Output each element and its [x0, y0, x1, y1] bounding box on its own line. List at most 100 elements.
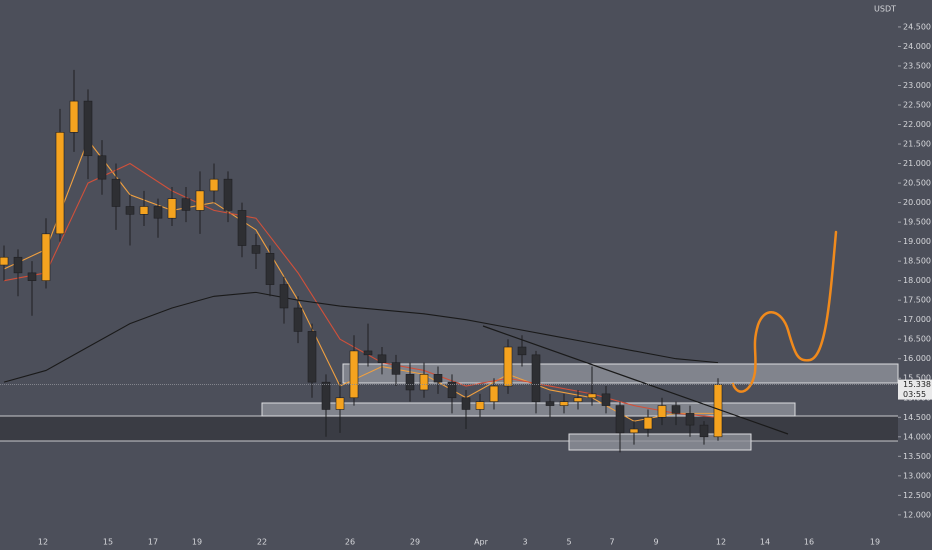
y-tick-label: 18.000 — [903, 276, 931, 285]
y-tick-label: 21.500 — [903, 140, 931, 149]
candle-body — [657, 405, 667, 418]
candle-body — [503, 346, 513, 387]
y-tick-label: 19.000 — [903, 237, 931, 246]
zone — [342, 363, 899, 384]
x-tick-label: 3 — [522, 538, 527, 547]
candle-body — [587, 393, 597, 399]
candle-body — [629, 428, 639, 434]
candle-body — [223, 178, 233, 211]
candle-body — [27, 272, 37, 281]
moving-average — [3, 139, 718, 422]
candle-body — [111, 178, 121, 207]
x-tick-label: 5 — [566, 538, 571, 547]
x-tick-label: Apr — [474, 538, 489, 547]
candle-body — [419, 374, 429, 391]
candle-body — [489, 385, 499, 402]
candle-body — [167, 198, 177, 219]
candle-body — [41, 233, 51, 281]
dark-zone — [0, 416, 898, 441]
last-price-label: 15.338 — [903, 380, 931, 389]
candle-body — [531, 354, 541, 402]
moving-average — [3, 162, 719, 418]
candle-body — [265, 253, 275, 285]
candle-body — [97, 155, 107, 180]
candle-body — [209, 178, 219, 192]
candle-body — [517, 346, 527, 356]
candle-body — [69, 100, 79, 133]
candle-body — [671, 405, 681, 414]
candle-body — [699, 424, 709, 438]
moving-average — [3, 291, 719, 383]
candle-body — [573, 397, 583, 402]
x-tick-label: 26 — [345, 538, 355, 547]
y-tick-label: 16.500 — [903, 335, 931, 344]
candle-body — [433, 374, 443, 383]
y-tick-label: 14.500 — [903, 413, 931, 422]
last-price-box — [898, 379, 932, 400]
candle-body — [363, 350, 373, 356]
y-tick-label: 21.000 — [903, 159, 931, 168]
y-tick-label: 23.000 — [903, 81, 931, 90]
y-tick-label: 23.500 — [903, 61, 931, 70]
x-tick-label: 12 — [716, 538, 726, 547]
candle-body — [321, 381, 331, 410]
x-tick-label: 17 — [148, 538, 158, 547]
candle-body — [377, 354, 387, 363]
candle-body — [153, 206, 163, 219]
countdown: 03:55 — [903, 390, 926, 399]
x-tick-label: 19 — [870, 538, 880, 547]
candle-body — [335, 397, 345, 410]
candle-body — [195, 190, 205, 211]
y-tick-label: 20.000 — [903, 198, 931, 207]
y-tick-label: 24.500 — [903, 22, 931, 31]
candle-body — [349, 350, 359, 399]
x-tick-label: 29 — [410, 538, 420, 547]
candle-body — [125, 206, 135, 215]
candle-body — [13, 256, 23, 274]
candle-body — [545, 401, 555, 406]
candle-body — [475, 401, 485, 410]
x-tick-label: 19 — [192, 538, 202, 547]
y-tick-label: 12.500 — [903, 491, 931, 500]
candle-body — [0, 256, 9, 266]
candle-body — [237, 210, 247, 246]
y-tick-label: 18.500 — [903, 257, 931, 266]
candle-body — [391, 362, 401, 375]
y-tick-label: 13.000 — [903, 471, 931, 480]
candle-body — [139, 206, 149, 215]
y-tick-label: 13.500 — [903, 452, 931, 461]
candle-body — [559, 401, 569, 406]
candle-body — [615, 405, 625, 434]
candle-body — [405, 374, 415, 391]
y-tick-label: 24.000 — [903, 42, 931, 51]
zone — [568, 433, 752, 451]
drawn-path — [731, 230, 838, 393]
x-tick-label: 7 — [609, 538, 614, 547]
candle-body — [251, 245, 261, 254]
candle-body — [55, 132, 65, 235]
candle-body — [461, 397, 471, 410]
candle-body — [83, 100, 93, 157]
candle-body — [181, 198, 191, 211]
candle-body — [447, 381, 457, 399]
trend-line — [482, 325, 789, 435]
candle-body — [643, 416, 653, 430]
x-tick-label: 15 — [103, 538, 113, 547]
y-tick-label: 20.500 — [903, 179, 931, 188]
candle-body — [601, 393, 611, 406]
candle-body — [307, 331, 317, 383]
y-tick-label: 14.000 — [903, 432, 931, 441]
candle-body — [685, 413, 695, 426]
x-tick-label: 12 — [38, 538, 48, 547]
x-tick-label: 22 — [257, 538, 267, 547]
y-tick-label: 22.000 — [903, 120, 931, 129]
y-tick-label: 22.500 — [903, 101, 931, 110]
y-tick-label: 17.500 — [903, 296, 931, 305]
y-tick-label: 15.500 — [903, 374, 931, 383]
y-tick-label: 12.000 — [903, 510, 931, 519]
y-tick-label: 17.000 — [903, 315, 931, 324]
x-tick-label: 9 — [653, 538, 658, 547]
x-tick-label: 14 — [760, 538, 770, 547]
